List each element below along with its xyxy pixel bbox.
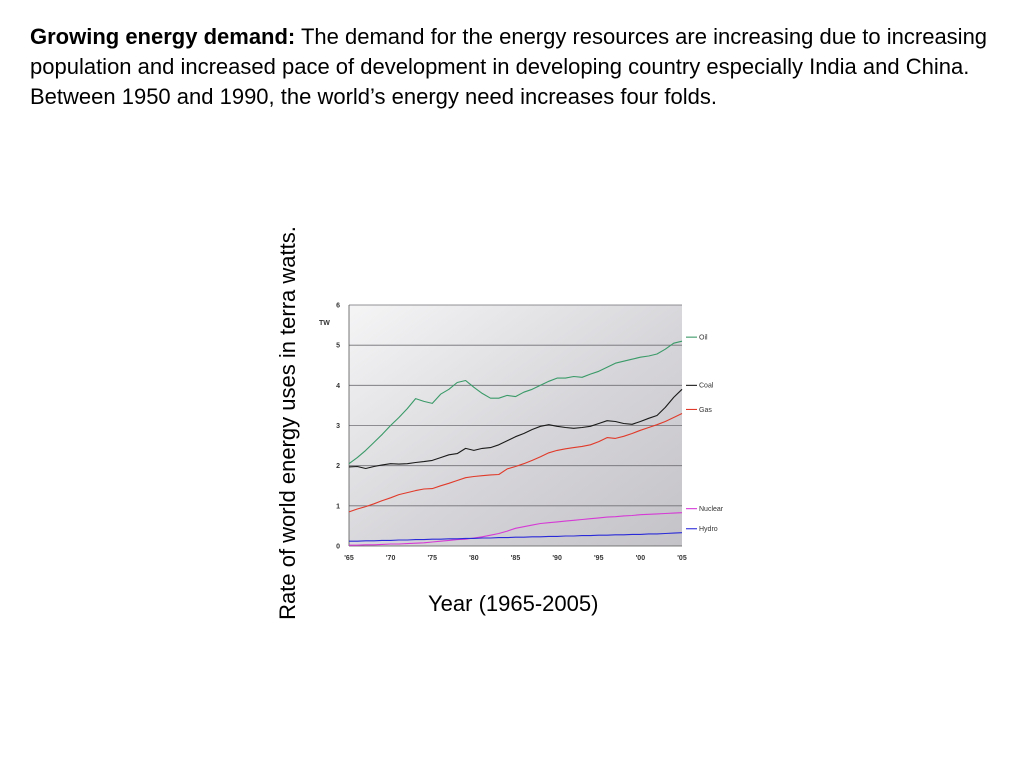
paragraph-heading: Growing energy demand: [30, 24, 296, 49]
x-tick-label: '85 [511, 555, 521, 562]
series-line-oil [348, 340, 683, 465]
y-tick-label: 3 [336, 423, 340, 430]
paragraph-text: The demand for the energy resources are … [30, 24, 988, 109]
unit-label: TW [319, 320, 330, 327]
y-tick-label: 1 [336, 503, 340, 510]
legend-label-coal: Coal [699, 383, 714, 390]
legend-label-hydro: Hydro [699, 526, 718, 533]
legend-label-gas: Gas [699, 407, 712, 414]
x-tick-label: '75 [428, 555, 438, 562]
series-line-nuclear [349, 512, 683, 546]
y-tick-label: 0 [336, 544, 340, 551]
y-tick-label: 6 [336, 303, 340, 310]
body-paragraph: Growing energy demand: The demand for th… [30, 22, 1022, 112]
legend-label-nuclear: Nuclear [699, 506, 724, 513]
series-line-coal [348, 388, 683, 470]
x-tick-label: '70 [386, 555, 396, 562]
x-tick-label: '65 [344, 555, 354, 562]
y-tick-label: 4 [336, 383, 340, 390]
x-axis-label: Year (1965-2005) [428, 591, 599, 616]
x-tick-label: '05 [677, 555, 687, 562]
x-tick-label: '95 [594, 555, 604, 562]
series-line-gas [348, 413, 683, 513]
energy-line-chart: 0 1 2 3 4 5 6 '65 '70 '75 '80 '85 '90 '95 '00 '05 Oil Co… [319, 303, 724, 563]
x-tick-label: '00 [636, 555, 646, 562]
legend-label-oil: Oil [699, 334, 708, 341]
y-axis-label: Rate of world energy uses in terra watts… [275, 226, 300, 620]
x-tick-label: '90 [552, 555, 562, 562]
series-line-hydro [349, 532, 683, 542]
x-tick-label: '80 [469, 555, 479, 562]
y-tick-label: 5 [336, 343, 340, 350]
y-tick-label: 2 [336, 463, 340, 470]
